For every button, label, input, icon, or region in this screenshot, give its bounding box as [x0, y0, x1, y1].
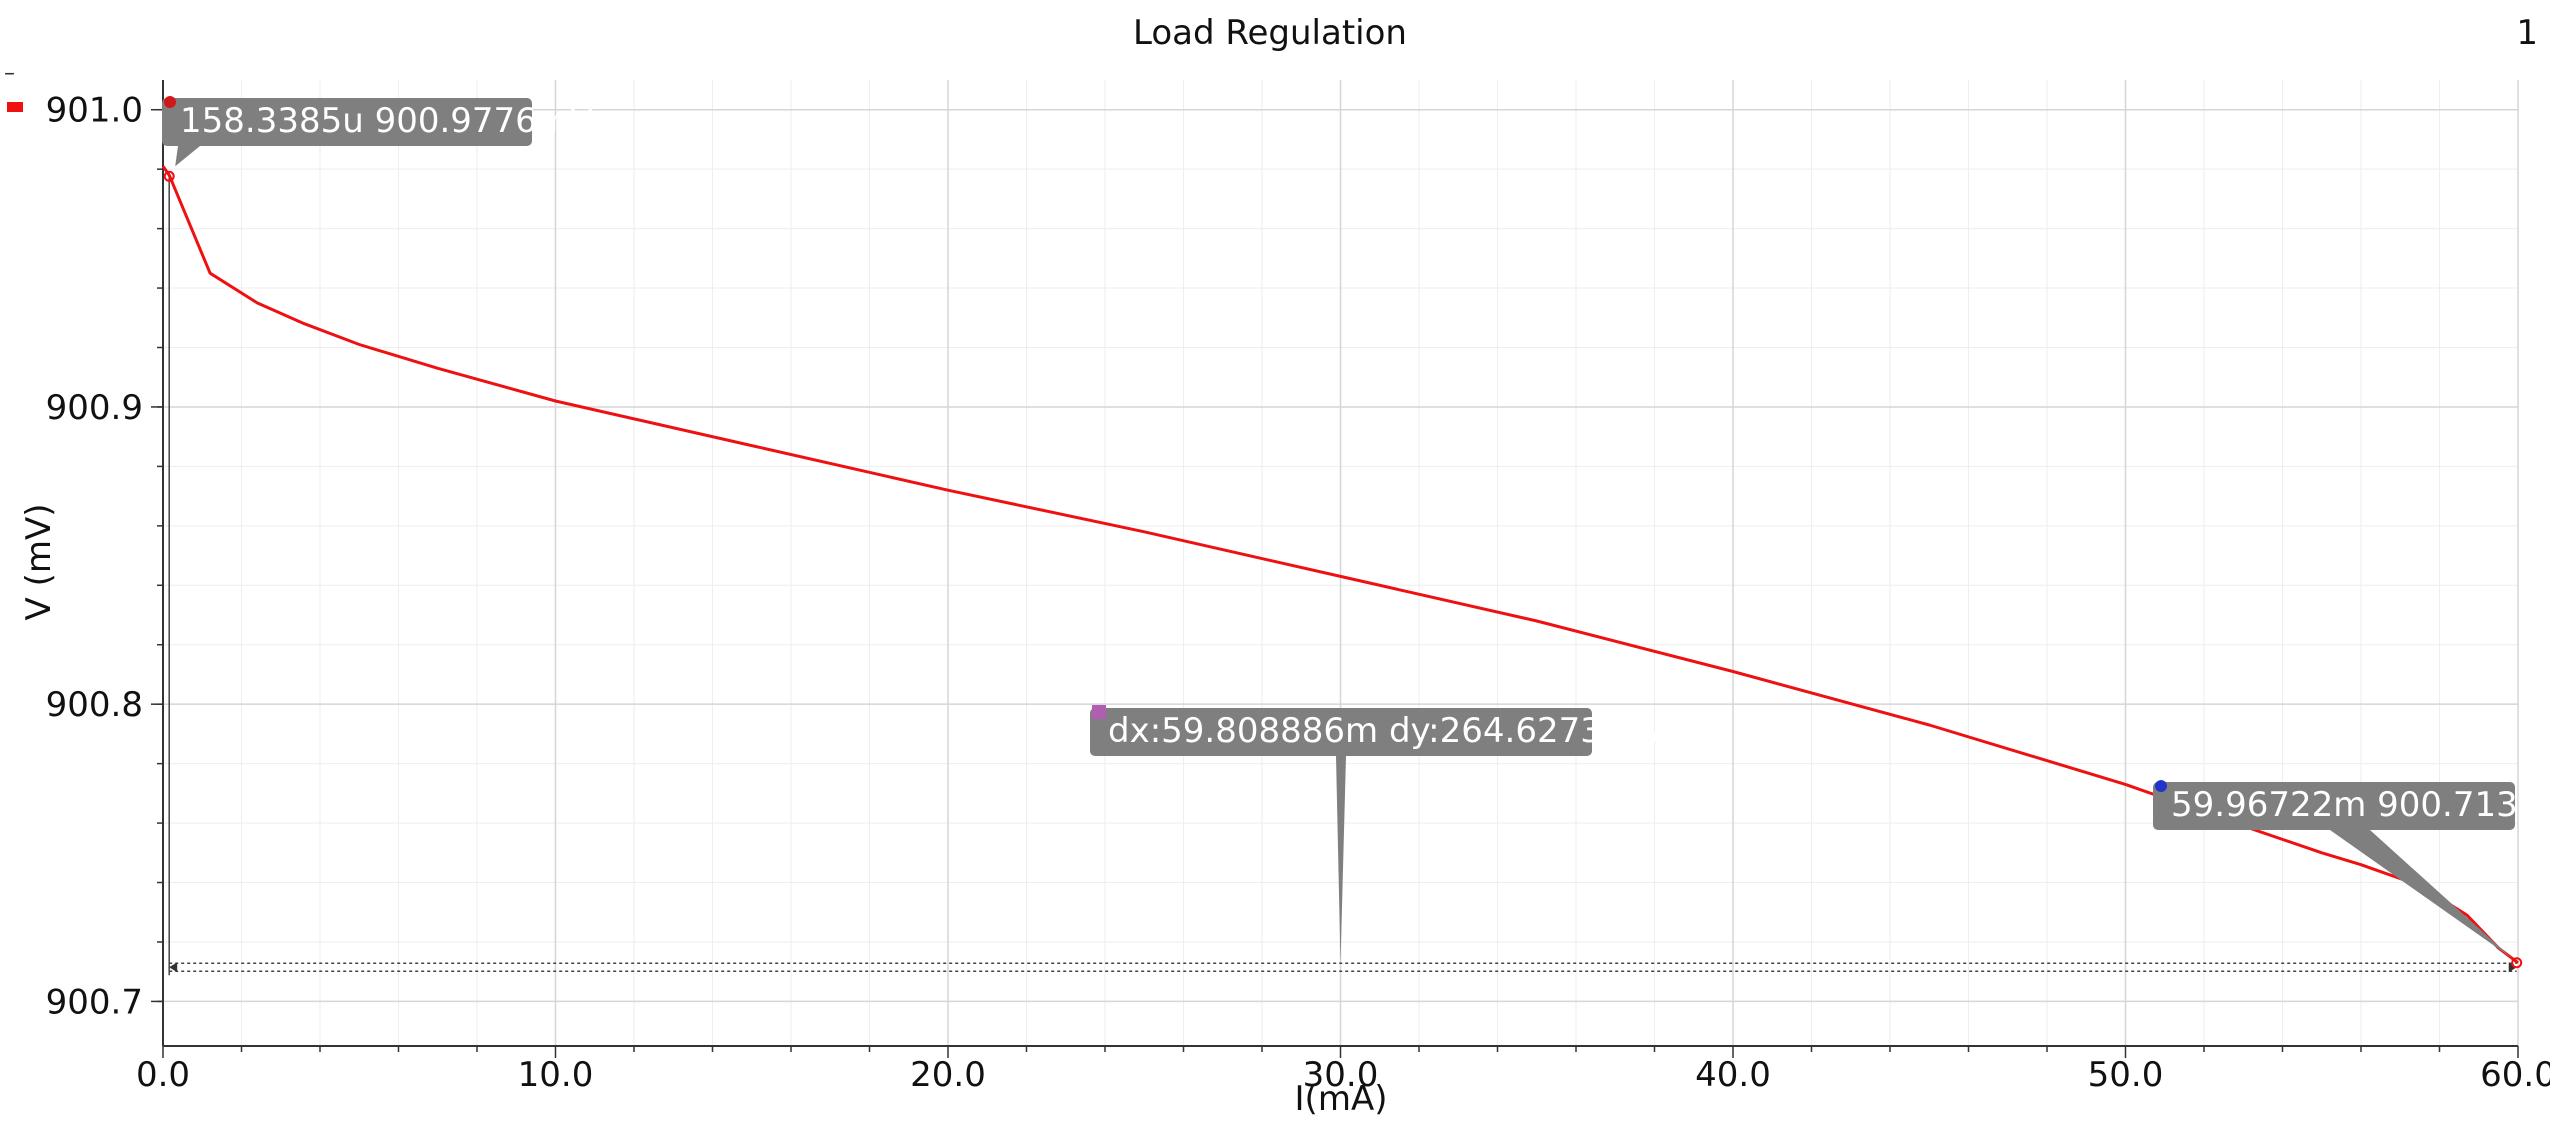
marker-a-badge-icon — [164, 96, 176, 108]
marker-a-box — [162, 98, 532, 146]
delta-arrow-left — [169, 962, 178, 973]
delta-callout[interactable]: dx:59.808886m dy:264.62734uV — [1090, 705, 1668, 964]
series-line — [161, 165, 2519, 964]
marker-a-point — [163, 170, 175, 182]
marker-b-point — [2511, 957, 2523, 969]
marker-b-label: 59.96722m 900.713mV — [2171, 785, 2550, 825]
delta-measurement-line — [168, 176, 2517, 976]
marker-b-badge-icon — [2155, 780, 2167, 792]
page-number: 1 — [2516, 13, 2538, 53]
x-tick-label: 40.0 — [1695, 1055, 1771, 1095]
x-tick-label: 0.0 — [136, 1055, 190, 1095]
series-group — [161, 165, 2523, 969]
y-tick-label: 900.8 — [46, 685, 143, 725]
y-axis-ticks: 900.7 900.8 900.9 901.0 — [46, 91, 163, 1022]
x-axis-ticks: 0.0 10.0 20.0 30.0 40.0 50.0 60.0 — [136, 1046, 2550, 1095]
y-tick-label: 901.0 — [46, 91, 143, 131]
delta-box — [1090, 708, 1592, 756]
y-tick-label: 900.9 — [46, 388, 143, 428]
marker-a-pointer — [175, 146, 200, 167]
x-tick-label: 60.0 — [2480, 1055, 2550, 1095]
marker-b-pointer — [2330, 830, 2513, 959]
marker-a-label: 158.3385u 900.9776mV — [180, 101, 593, 141]
marker-b-callout[interactable]: 59.96722m 900.713mV — [2153, 780, 2550, 959]
delta-arrow-right — [2508, 962, 2517, 973]
marker-a-callout[interactable]: 158.3385u 900.9776mV — [162, 96, 593, 167]
delta-pointer — [1336, 756, 1346, 964]
y-axis-title: V (mV) — [19, 504, 59, 621]
x-tick-label: 10.0 — [518, 1055, 594, 1095]
x-tick-label: 50.0 — [2088, 1055, 2164, 1095]
legend-swatch[interactable] — [7, 102, 23, 112]
x-tick-label: 30.0 — [1303, 1055, 1379, 1095]
delta-badge-icon — [1092, 705, 1106, 719]
x-axis-title: I(mA) — [1295, 1079, 1388, 1119]
legend-dash: – — [4, 61, 15, 86]
chart-title: Load Regulation — [1133, 13, 1407, 53]
y-tick-label: 900.7 — [46, 982, 143, 1022]
delta-label: dx:59.808886m dy:264.62734uV — [1108, 711, 1668, 751]
x-tick-label: 20.0 — [910, 1055, 986, 1095]
marker-b-box — [2153, 782, 2515, 830]
